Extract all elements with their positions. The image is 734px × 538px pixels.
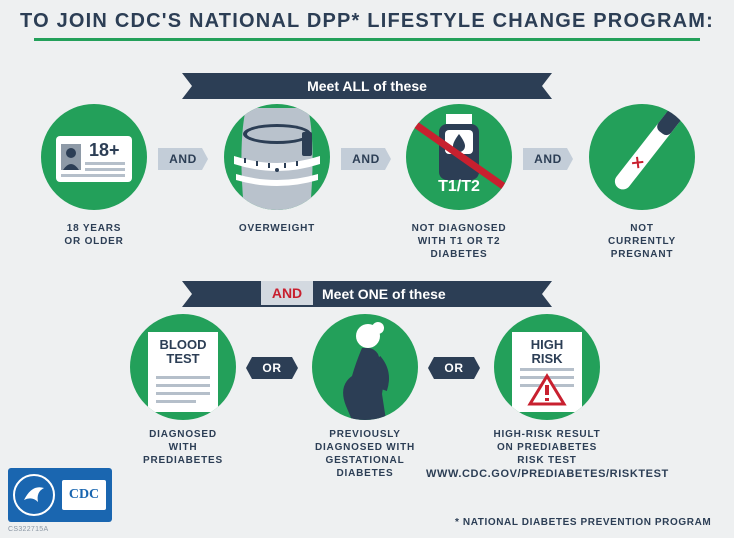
caption-not-pregnant: NOT CURRENTLY PREGNANT (608, 223, 676, 260)
ribbon-meet-one: Meet ONE of these (182, 281, 552, 307)
and-connector-3: AND (523, 148, 573, 170)
caption-high-risk: HIGH-RISK RESULT ON PREDIABETES RISK TES… (493, 429, 601, 466)
and-connector-1: AND (158, 148, 208, 170)
title-underline (34, 38, 700, 41)
cdc-logo-text: CDC (62, 480, 106, 510)
age-badge: 18+ (89, 140, 120, 160)
footnote: * NATIONAL DIABETES PREVENTION PROGRAM (455, 517, 712, 528)
high-risk-badge: HIGH RISK (530, 337, 564, 366)
high-risk-warning-document-icon: HIGH RISK (494, 314, 600, 420)
or-connector-1-label: OR (262, 361, 282, 375)
caption-gestational: PREVIOUSLY DIAGNOSED WITH GESTATIONAL DI… (314, 429, 416, 479)
blood-test-badge: BLOOD TEST (159, 337, 207, 366)
measuring-tape-waist-icon (224, 104, 330, 210)
and-connector-2: AND (341, 148, 391, 170)
caption-18-years: 18 YEARS OR OLDER (64, 223, 124, 247)
publication-code: CS322715A (8, 526, 49, 533)
page-title: TO JOIN CDC'S NATIONAL DPP* LIFESTYLE CH… (20, 10, 714, 32)
cdc-logo: CDC (8, 468, 112, 522)
pregnant-woman-icon (312, 314, 418, 420)
caption-overweight: OVERWEIGHT (238, 223, 316, 234)
glucose-meter-crossed-icon: T1/T2 (406, 104, 512, 210)
or-connector-1: OR (246, 357, 298, 379)
ribbon-meet-all-label: Meet ALL of these (307, 78, 427, 94)
and-connector-1-label: AND (169, 152, 197, 166)
risk-test-url[interactable]: WWW.CDC.GOV/PREDIABETES/RISKTEST (426, 468, 669, 480)
and-connector-2-label: AND (352, 152, 380, 166)
t1-t2-badge: T1/T2 (438, 178, 480, 195)
pregnancy-test-negative-icon (589, 104, 695, 210)
and-connector-3-label: AND (534, 152, 562, 166)
caption-prediabetes: DIAGNOSED WITH PREDIABETES (143, 429, 223, 466)
id-card-18-plus-icon: 18+ (41, 104, 147, 210)
blood-test-document-icon: BLOOD TEST (130, 314, 236, 420)
caption-not-diagnosed: NOT DIAGNOSED WITH T1 OR T2 DIABETES (411, 223, 507, 260)
or-connector-2: OR (428, 357, 480, 379)
and-prefix-badge: AND (261, 281, 313, 305)
ribbon-meet-all: Meet ALL of these (182, 73, 552, 99)
or-connector-2-label: OR (444, 361, 464, 375)
ribbon-meet-one-label: Meet ONE of these (322, 286, 446, 302)
